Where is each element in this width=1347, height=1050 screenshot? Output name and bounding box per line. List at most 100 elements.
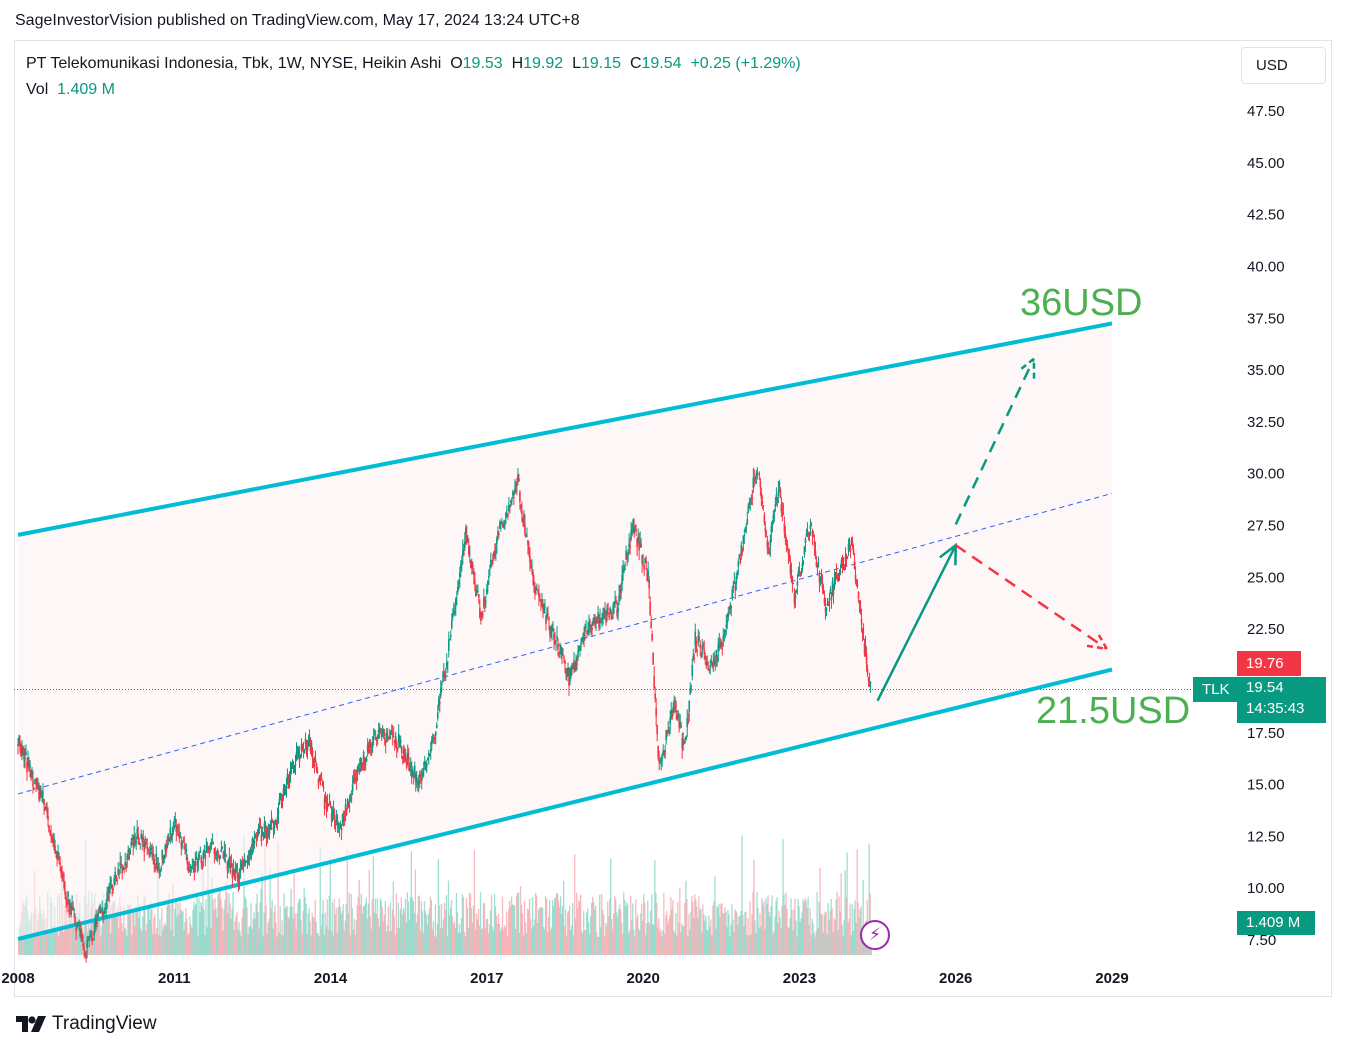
candle-body [397, 733, 400, 743]
candle-body [349, 797, 352, 799]
candle-body [729, 604, 732, 610]
candle-body [845, 556, 848, 558]
candle-body [492, 562, 494, 564]
projection-arrows[interactable] [876, 356, 1110, 702]
volume-bar [197, 935, 199, 955]
volume-bar [698, 896, 700, 955]
volume-bar [631, 919, 633, 955]
candle-body [481, 612, 483, 617]
publisher-header: SageInvestorVision published on TradingV… [15, 12, 580, 29]
volume-bar [366, 918, 368, 955]
candle-body [114, 871, 116, 876]
candle-body [108, 885, 110, 893]
volume-bar [857, 902, 859, 955]
volume-bar [581, 930, 583, 955]
candle-body [163, 855, 166, 859]
candle-body [816, 566, 819, 568]
symbol-legend: PT Telekomunikasi Indonesia, Tbk, 1W, NY… [26, 55, 801, 99]
volume-bar [168, 893, 170, 955]
volume-bar [395, 893, 397, 955]
candle-body [735, 576, 738, 584]
volume-bar [768, 911, 770, 955]
volume-bar [511, 904, 514, 955]
volume-bar [378, 926, 380, 955]
candle-body [287, 781, 290, 789]
prev-close-tag: 19.76 [1237, 651, 1301, 676]
candle-body [413, 765, 416, 772]
volume-bar [794, 898, 796, 955]
candle-body [400, 746, 403, 753]
candle-body [64, 891, 66, 895]
candle-body [100, 909, 102, 913]
volume-bar [629, 930, 631, 955]
volume-bar [181, 911, 183, 955]
candle-body [790, 569, 793, 573]
candle-body [21, 745, 23, 751]
target-low-note[interactable]: 21.5USD [1036, 690, 1191, 732]
candle-body [464, 541, 466, 549]
volume-bar [449, 907, 452, 955]
tradingview-logo[interactable]: TradingView [16, 1013, 157, 1035]
candle-body [714, 661, 717, 664]
candle-body [395, 742, 398, 749]
volume-bar [373, 912, 375, 955]
volume-bar [45, 932, 47, 955]
volume-bar [716, 906, 718, 955]
currency-button[interactable]: USD [1241, 47, 1326, 84]
candle-body [411, 768, 414, 774]
candle-body [704, 656, 707, 659]
candle-body [478, 594, 480, 598]
volume-bar [834, 920, 836, 955]
y-tick-label: 22.50 [1247, 621, 1285, 638]
volume-bar [689, 929, 691, 955]
volume-bar [688, 914, 690, 955]
candle-body [501, 521, 503, 523]
candle-body [780, 504, 783, 512]
candle-body [227, 860, 230, 865]
volume-bar [769, 916, 771, 955]
volume-bar [752, 892, 754, 955]
volume-bar [647, 900, 649, 955]
volume-bar [326, 899, 328, 955]
candle-body [171, 833, 174, 837]
volume-bar [133, 909, 135, 955]
volume-bar [790, 898, 792, 955]
volume-bar [705, 915, 707, 955]
volume-bar [723, 913, 725, 955]
volume-bar [153, 917, 155, 955]
volume-bar [438, 905, 441, 955]
candle-body [166, 844, 169, 849]
lightning-icon[interactable]: ⚡ [860, 920, 890, 950]
volume-bar [412, 900, 415, 955]
candle-body [473, 571, 475, 575]
candle-body [94, 921, 96, 927]
candle-body [784, 534, 787, 537]
candle-body [838, 573, 841, 576]
candle-body [831, 581, 834, 591]
volume-bar [110, 933, 112, 955]
volume-bar [165, 925, 167, 955]
candle-body [864, 645, 867, 650]
volume-bar [671, 909, 673, 955]
candle-body [368, 741, 371, 748]
channel-lines[interactable] [17, 321, 1113, 941]
volume-bar [563, 925, 566, 955]
projection-up-solid-line [876, 544, 957, 702]
volume-bar [743, 925, 745, 955]
volume-bar [323, 934, 325, 955]
volume-bar [552, 906, 555, 955]
volume-bar [844, 870, 846, 955]
volume-bar [380, 900, 382, 955]
volume-bar [314, 899, 316, 955]
candle-body [546, 613, 548, 619]
volume-bar [478, 925, 481, 955]
candle-body [439, 687, 442, 697]
target-high-note[interactable]: 36USD [1020, 282, 1143, 324]
volume-bar [646, 923, 648, 955]
volume-bar [669, 915, 671, 955]
candle-body [655, 707, 657, 717]
candle-body [138, 841, 141, 844]
volume-bar [211, 877, 213, 955]
volume-bar [793, 909, 795, 955]
